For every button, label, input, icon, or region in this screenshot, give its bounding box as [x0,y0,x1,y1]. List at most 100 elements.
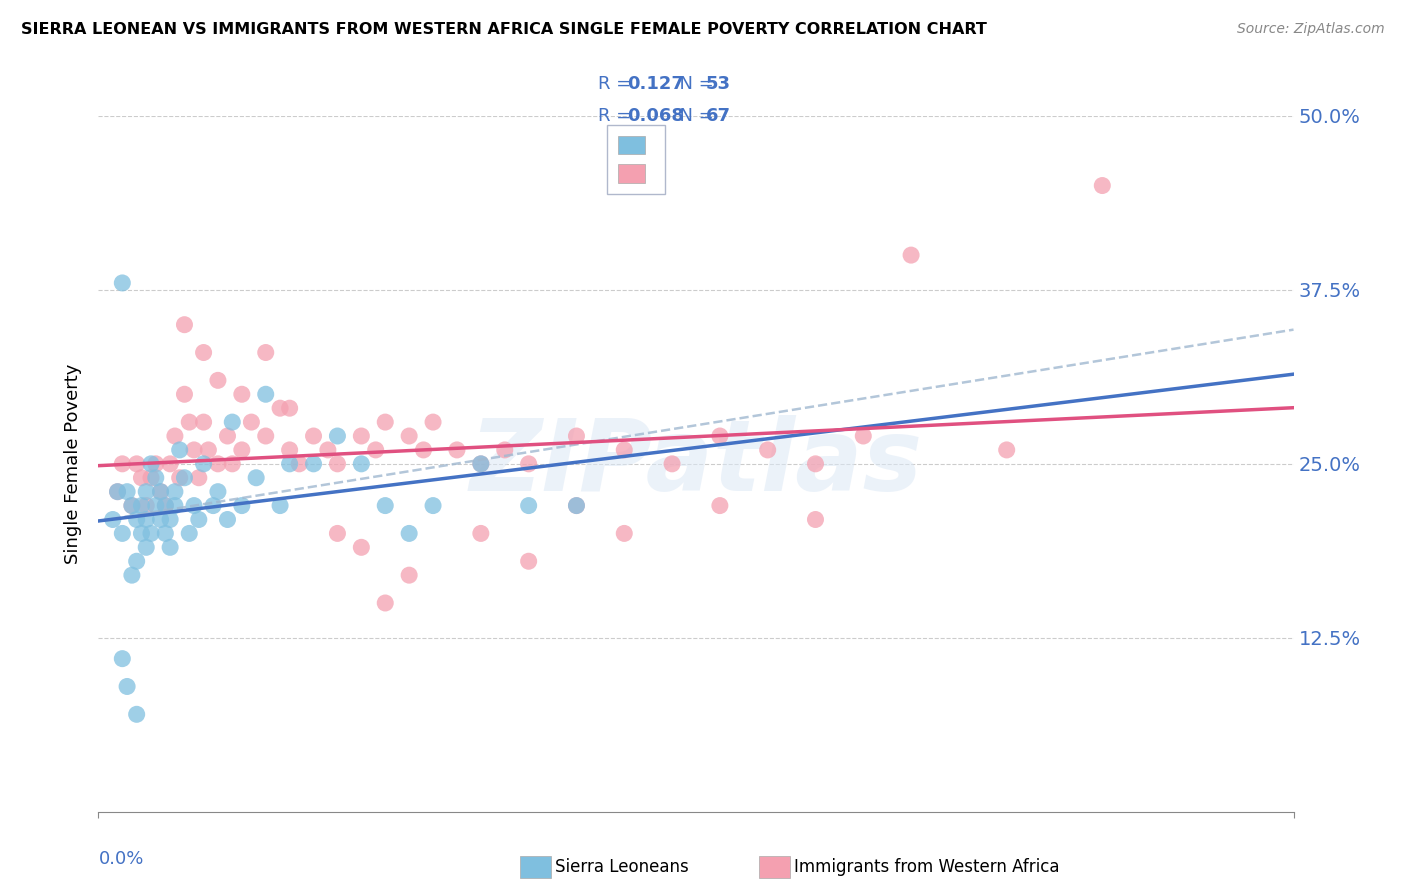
Point [565,429,588,443]
Point [240,415,263,429]
Point [121,499,143,513]
Point [145,457,167,471]
Point [149,484,172,499]
Text: Sierra Leoneans: Sierra Leoneans [555,858,689,876]
Point [217,429,239,443]
Point [709,499,731,513]
Point [517,457,540,471]
Point [254,387,277,401]
Point [364,442,387,457]
Text: N =: N = [668,107,720,125]
Point [326,526,349,541]
Point [446,442,468,457]
Point [169,471,191,485]
Point [494,442,516,457]
Point [517,554,540,568]
Point [350,457,373,471]
Text: SIERRA LEONEAN VS IMMIGRANTS FROM WESTERN AFRICA SINGLE FEMALE POVERTY CORRELATI: SIERRA LEONEAN VS IMMIGRANTS FROM WESTER… [21,22,987,37]
Point [756,442,779,457]
Point [125,457,148,471]
Point [278,401,301,416]
Point [173,387,195,401]
Point [374,415,396,429]
Point [202,499,225,513]
Point [398,526,420,541]
Point [278,442,301,457]
Point [288,457,311,471]
Point [155,499,177,513]
Point [254,429,277,443]
Point [278,457,301,471]
Point [155,526,177,541]
Point [121,499,143,513]
Point [169,442,191,457]
Point [135,499,157,513]
Point [159,512,181,526]
Point [207,373,229,387]
Point [139,471,162,485]
Point [125,512,148,526]
Point [101,512,124,526]
Point [197,442,219,457]
Point [179,415,201,429]
Point [115,484,138,499]
Point [125,554,148,568]
Point [173,318,195,332]
Point [163,484,186,499]
Point [125,707,148,722]
Point [709,429,731,443]
Point [565,499,588,513]
Point [193,457,215,471]
Point [517,499,540,513]
Point [183,442,205,457]
Point [115,680,138,694]
Point [187,471,209,485]
Point [565,499,588,513]
Point [398,429,420,443]
Point [254,345,277,359]
Point [111,457,134,471]
Point [804,457,827,471]
Point [155,499,177,513]
Point [107,484,129,499]
Point [107,484,129,499]
Point [245,471,267,485]
Point [1091,178,1114,193]
Text: 0.068: 0.068 [627,107,685,125]
Point [350,541,373,555]
Point [613,442,636,457]
Point [135,512,157,526]
Point [221,457,243,471]
Point [111,651,134,665]
Point [207,457,229,471]
Point [131,471,153,485]
Point [412,442,434,457]
Point [422,499,444,513]
Point [121,568,143,582]
Point [221,415,243,429]
Point [326,429,349,443]
Point [131,526,153,541]
Point [145,499,167,513]
Text: 0.127: 0.127 [627,75,683,93]
Point [900,248,922,262]
Point [207,484,229,499]
Text: Immigrants from Western Africa: Immigrants from Western Africa [794,858,1060,876]
Text: 0.0%: 0.0% [98,850,143,868]
Point [111,276,134,290]
Point [135,541,157,555]
Point [173,471,195,485]
Point [217,512,239,526]
Text: ZIPatlas: ZIPatlas [470,416,922,512]
Point [193,415,215,429]
Point [187,512,209,526]
Text: R =: R = [598,75,637,93]
Text: 67: 67 [706,107,731,125]
Point [326,457,349,471]
Point [145,471,167,485]
Point [852,429,875,443]
Point [374,596,396,610]
Point [135,484,157,499]
Point [231,499,253,513]
Point [231,442,253,457]
